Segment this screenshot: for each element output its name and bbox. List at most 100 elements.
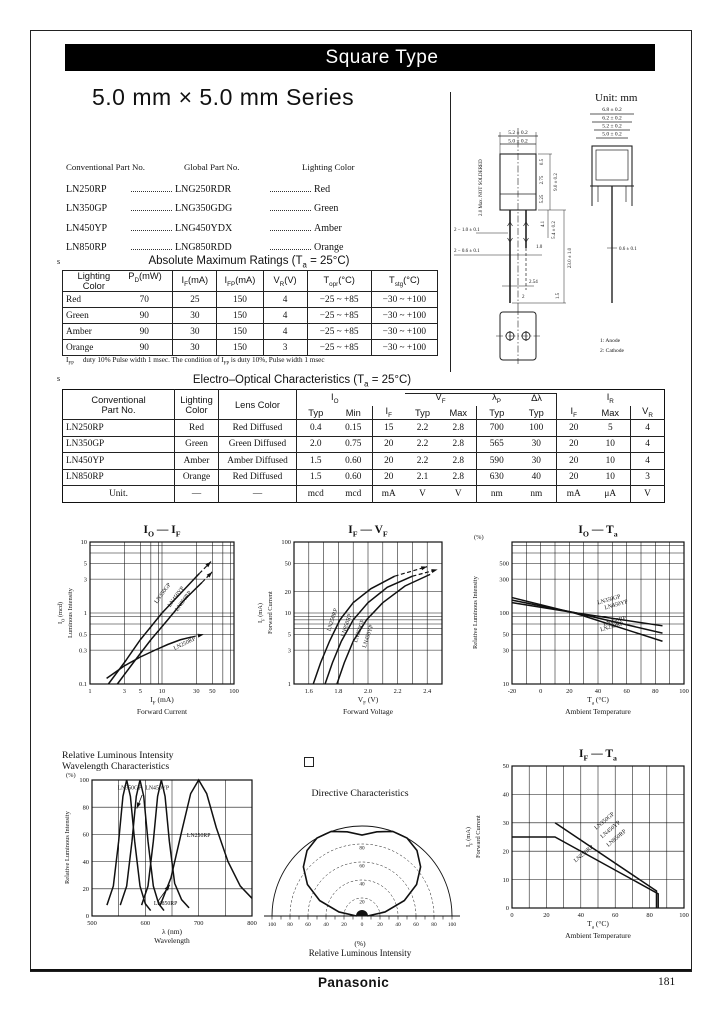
- hdr-pd: PD(mW): [128, 271, 162, 284]
- part-list-row: LN450YP LNG450YDX Amber: [66, 222, 342, 234]
- svg-text:20: 20: [503, 848, 509, 855]
- svg-text:0: 0: [361, 922, 364, 928]
- chart-title: IF — VF: [348, 524, 388, 539]
- page-border: [30, 30, 692, 972]
- svg-text:60: 60: [623, 688, 629, 695]
- svg-text:80: 80: [646, 912, 652, 919]
- svg-text:60: 60: [612, 912, 618, 919]
- svg-text:0: 0: [539, 688, 542, 695]
- header-banner: Square Type: [65, 44, 655, 71]
- svg-text:50: 50: [503, 763, 509, 770]
- svg-text:20: 20: [341, 922, 347, 928]
- y-axis-unit: (%): [66, 772, 76, 779]
- hdr-conventional-part-no: Conventional Part No.: [62, 389, 175, 420]
- dim-not-soldered: 2.0 Max. NOT SOLDERED: [479, 159, 484, 216]
- svg-text:100: 100: [679, 912, 689, 919]
- svg-text:700: 700: [194, 920, 204, 927]
- hdr-lighting-color: Lighting Color: [77, 271, 111, 291]
- svg-text:3: 3: [288, 647, 291, 654]
- svg-text:10: 10: [503, 877, 509, 884]
- svg-text:10: 10: [159, 688, 165, 695]
- abs-max-header-row: Lighting Color PD(mW) IF(mA) IFP(mA) VR(…: [61, 270, 439, 292]
- hdr-min: Min: [334, 406, 374, 420]
- chart-svg: 100 80 60 40 20 0 20 40 60 80 100 20 40 60 80: [264, 825, 460, 928]
- svg-text:LN350GP: LN350GP: [118, 786, 142, 792]
- x-axis-label: Ta (°C) Ambient Temperature: [565, 919, 631, 940]
- dim-1: 1.0: [536, 245, 543, 250]
- section-marker: s: [57, 257, 61, 266]
- svg-text:30: 30: [193, 688, 199, 695]
- y-axis-label: IF (mA) Forward Current: [465, 815, 482, 859]
- svg-text:10: 10: [81, 539, 87, 546]
- hdr-vf: VF: [404, 390, 477, 407]
- hdr-lighting-color: Lighting Color: [174, 389, 219, 420]
- hdr-io: IO: [331, 391, 339, 405]
- svg-text:50: 50: [209, 688, 215, 695]
- svg-text:40: 40: [503, 792, 509, 799]
- svg-text:5: 5: [288, 632, 291, 639]
- dim-15: 1.5: [556, 292, 561, 299]
- svg-text:80: 80: [431, 922, 437, 928]
- svg-text:0.5: 0.5: [79, 632, 87, 639]
- dim-23: 23.0 ± 1.0: [568, 247, 573, 268]
- svg-text:3: 3: [84, 576, 87, 583]
- svg-text:80: 80: [652, 688, 658, 695]
- svg-text:100: 100: [268, 922, 277, 928]
- svg-text:0: 0: [86, 913, 89, 920]
- hdr-ir: IR: [606, 391, 614, 405]
- svg-text:40: 40: [578, 912, 584, 919]
- svg-text:500: 500: [499, 561, 509, 568]
- svg-text:40: 40: [595, 688, 601, 695]
- chart-directive-characteristics: Directive Characteristics 100 80 60 40 20 0 20 4…: [250, 788, 470, 970]
- hdr-if: IF(mA): [172, 270, 218, 292]
- svg-text:LN450YP: LN450YP: [362, 624, 375, 649]
- hdr-vr: VR(V): [262, 270, 308, 292]
- footer-rule: [30, 969, 691, 971]
- dim-front-w1: 5.2 ± 0.2: [508, 130, 528, 136]
- eo-data-row: LN350GP Green Green Diffused 2.0 0.75 20 2.2 2.…: [62, 436, 665, 453]
- svg-text:100: 100: [79, 777, 89, 784]
- chart-svg: -20 0 20 40 60 80 100103050100300500LN350GPLN4…: [499, 541, 689, 695]
- svg-text:10: 10: [285, 610, 291, 617]
- svg-text:60: 60: [413, 922, 419, 928]
- svg-text:20: 20: [543, 912, 549, 919]
- part-list-row: LN850RP LNG850RDD Orange: [66, 242, 344, 253]
- svg-text:3: 3: [123, 688, 126, 695]
- hdr-ifp: IFP(mA): [216, 270, 264, 292]
- chart-svg: 0 20 40 60 80 10001020304050LN350GPLN450YPLN8…: [503, 763, 689, 919]
- svg-text:0: 0: [506, 905, 509, 912]
- chart-title: IO — Ta: [578, 524, 618, 539]
- part-list-row: LN350GP LNG350GDG Green: [66, 203, 339, 214]
- dim-41: 4.1: [541, 220, 546, 227]
- svg-text:5: 5: [84, 561, 87, 568]
- svg-text:100: 100: [229, 688, 239, 695]
- hdr-lp-typ: Typ: [489, 407, 505, 418]
- svg-text:100: 100: [448, 922, 457, 928]
- part-list-rows: LN250RP LNG250RDR Red LN350GP LNG350GDG Green…: [66, 175, 366, 254]
- square-glyph: [304, 757, 314, 767]
- eo-data-row: LN250RP Red Red Diffused 0.4 0.15 15 2.2 2.8 700…: [62, 419, 665, 436]
- svg-text:1.8: 1.8: [334, 688, 342, 695]
- svg-text:100: 100: [499, 610, 509, 617]
- svg-text:40: 40: [83, 859, 89, 866]
- svg-text:10: 10: [503, 681, 509, 688]
- svg-text:30: 30: [503, 647, 509, 654]
- dim-525: 5.25: [540, 194, 545, 203]
- svg-text:20: 20: [566, 688, 572, 695]
- chart-forward-current-vs-forward-voltage: IF — VF 1.6 1.8 2.0 2.2 2.4 1 3 5 10 20 50 100 LN250R…: [256, 524, 466, 746]
- svg-text:LN250RP: LN250RP: [573, 844, 595, 864]
- svg-text:80: 80: [287, 922, 293, 928]
- eo-table: Conventional Part No. Lighting Color Lens …: [62, 389, 666, 503]
- hdr-dl-typ: Typ: [516, 406, 558, 420]
- chart-svg: 500 600 700 800 0 20 40 60 80 100 LN350GP LN450YP LN…: [79, 777, 256, 927]
- svg-text:60: 60: [83, 832, 89, 839]
- svg-text:100: 100: [281, 539, 291, 546]
- svg-text:LN450YP: LN450YP: [145, 786, 169, 792]
- hdr-ir-vr: VR: [642, 406, 653, 419]
- svg-text:0.1: 0.1: [79, 681, 87, 688]
- hdr-delta-lambda: Δλ: [516, 390, 557, 407]
- col-global: Global Part No.: [184, 162, 240, 172]
- dim-s50: 5.0 ± 0.2: [602, 132, 622, 138]
